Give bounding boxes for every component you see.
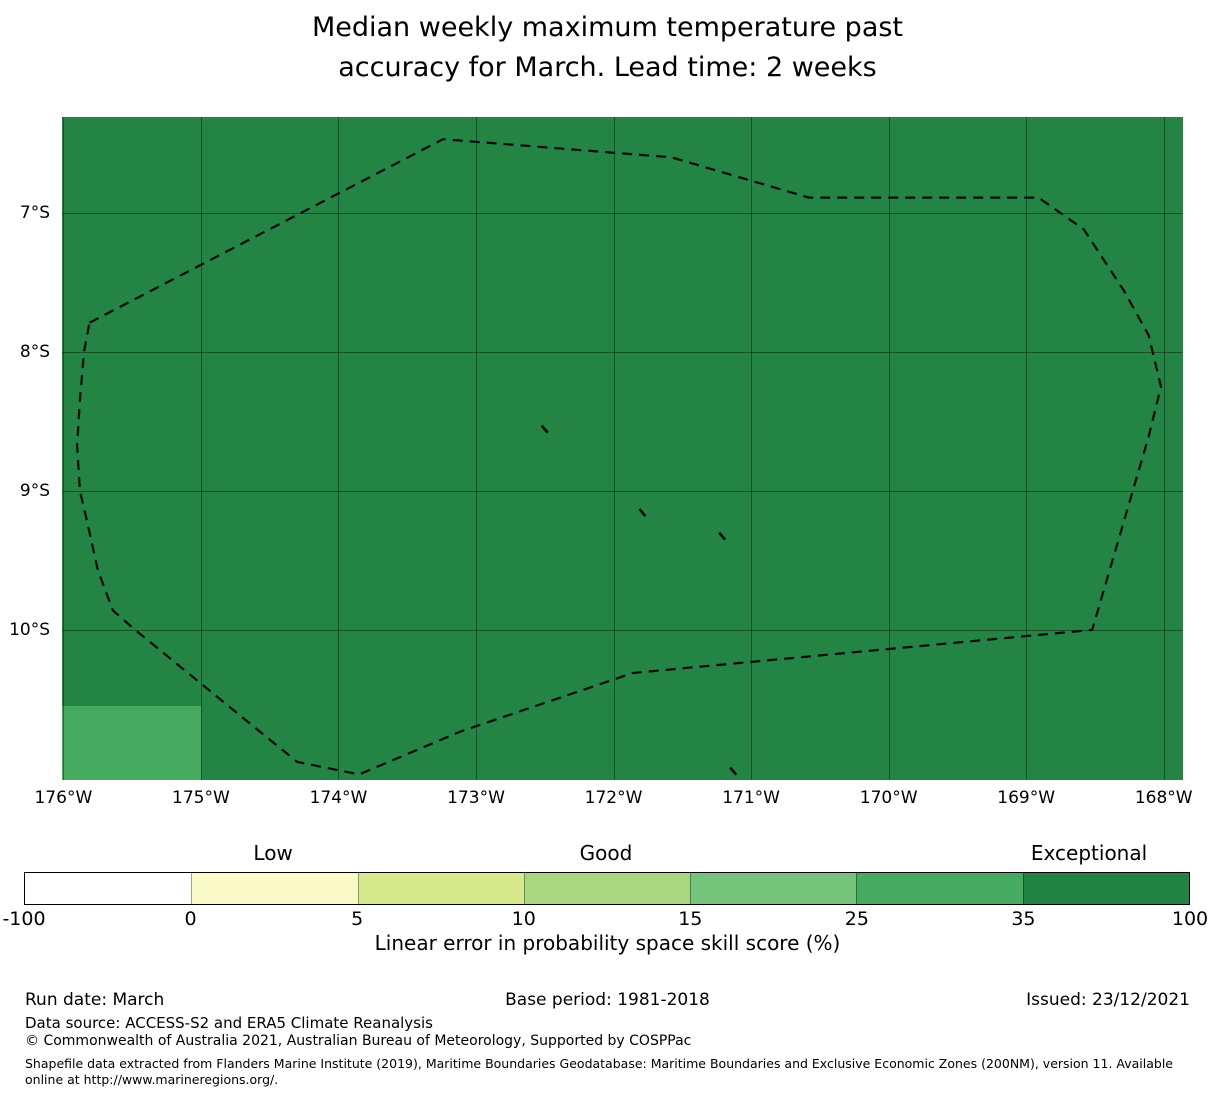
eez-boundary-dashed-line bbox=[75, 138, 1163, 776]
x-tick-label: 170°W bbox=[859, 788, 918, 808]
colorbar-segment bbox=[856, 873, 1023, 904]
gridline-vertical bbox=[751, 117, 753, 780]
colorbar-axis-label: Linear error in probability space skill … bbox=[374, 931, 841, 955]
gridline-vertical bbox=[1163, 117, 1165, 780]
y-tick-label: 8°S bbox=[19, 341, 50, 362]
gridline-vertical bbox=[888, 117, 890, 780]
data-source-text: Data source: ACCESS-S2 and ERA5 Climate … bbox=[25, 1014, 433, 1032]
x-tick-label: 175°W bbox=[172, 788, 230, 808]
island-mark bbox=[540, 424, 549, 434]
x-tick-label: 171°W bbox=[722, 788, 780, 808]
gridline-vertical bbox=[338, 117, 340, 780]
gridline-horizontal bbox=[62, 490, 1183, 492]
colorbar-tick-label: 15 bbox=[678, 908, 703, 930]
map-canvas bbox=[62, 117, 1183, 780]
x-tick-label: 169°W bbox=[997, 788, 1056, 808]
colorbar-tick-label: 5 bbox=[351, 908, 364, 930]
gridline-horizontal bbox=[62, 351, 1183, 353]
colorbar-category-label: Low bbox=[253, 841, 293, 865]
gridline-vertical bbox=[63, 117, 65, 780]
colorbar-tick-label: 100 bbox=[1171, 908, 1209, 930]
y-tick-label: 7°S bbox=[19, 202, 50, 223]
island-mark bbox=[718, 531, 727, 541]
gridline-horizontal bbox=[62, 629, 1183, 631]
colorbar-tick-label: 25 bbox=[844, 908, 869, 930]
eez-boundary-overlay bbox=[75, 138, 1163, 776]
colorbar bbox=[24, 872, 1190, 905]
copyright-text: © Commonwealth of Australia 2021, Austra… bbox=[25, 1033, 692, 1049]
colorbar-segment bbox=[690, 873, 857, 904]
x-tick-label: 173°W bbox=[447, 788, 505, 808]
chart-title: Median weekly maximum temperature past a… bbox=[311, 12, 904, 83]
x-tick-label: 174°W bbox=[309, 788, 368, 808]
colorbar-segment bbox=[25, 873, 192, 904]
y-tick-label: 10°S bbox=[9, 619, 50, 640]
colorbar-tick-label: -100 bbox=[2, 908, 46, 930]
island-mark bbox=[638, 508, 647, 517]
issued-date-text: Issued: 23/12/2021 bbox=[1026, 990, 1190, 1010]
gridline-vertical bbox=[613, 117, 615, 780]
colorbar-category-label: Good bbox=[579, 841, 633, 865]
colorbar-segment bbox=[191, 873, 358, 904]
colorbar-tick-label: 10 bbox=[511, 908, 536, 930]
colorbar-category-label: Exceptional bbox=[1030, 841, 1148, 865]
y-tick-label: 9°S bbox=[19, 480, 50, 501]
colorbar-segment bbox=[1022, 873, 1189, 904]
run-date-text: Run date: March bbox=[25, 990, 165, 1010]
x-tick-label: 168°W bbox=[1134, 788, 1193, 808]
colorbar-segment bbox=[523, 873, 691, 904]
colorbar-tick-label: 35 bbox=[1011, 908, 1036, 930]
gridline-vertical bbox=[476, 117, 477, 780]
shapefile-attribution-text: Shapefile data extracted from Flanders M… bbox=[25, 1056, 1173, 1087]
base-period-text: Base period: 1981-2018 bbox=[505, 990, 710, 1010]
colorbar-segment bbox=[357, 873, 524, 904]
x-tick-label: 172°W bbox=[584, 788, 643, 808]
x-tick-label: 176°W bbox=[34, 788, 93, 808]
highlight-cell bbox=[62, 706, 201, 780]
gridline-vertical bbox=[200, 117, 202, 780]
colorbar-tick-label: 0 bbox=[184, 908, 197, 930]
gridline-horizontal bbox=[62, 212, 1183, 214]
island-mark bbox=[729, 766, 738, 776]
gridline-vertical bbox=[1026, 117, 1028, 780]
